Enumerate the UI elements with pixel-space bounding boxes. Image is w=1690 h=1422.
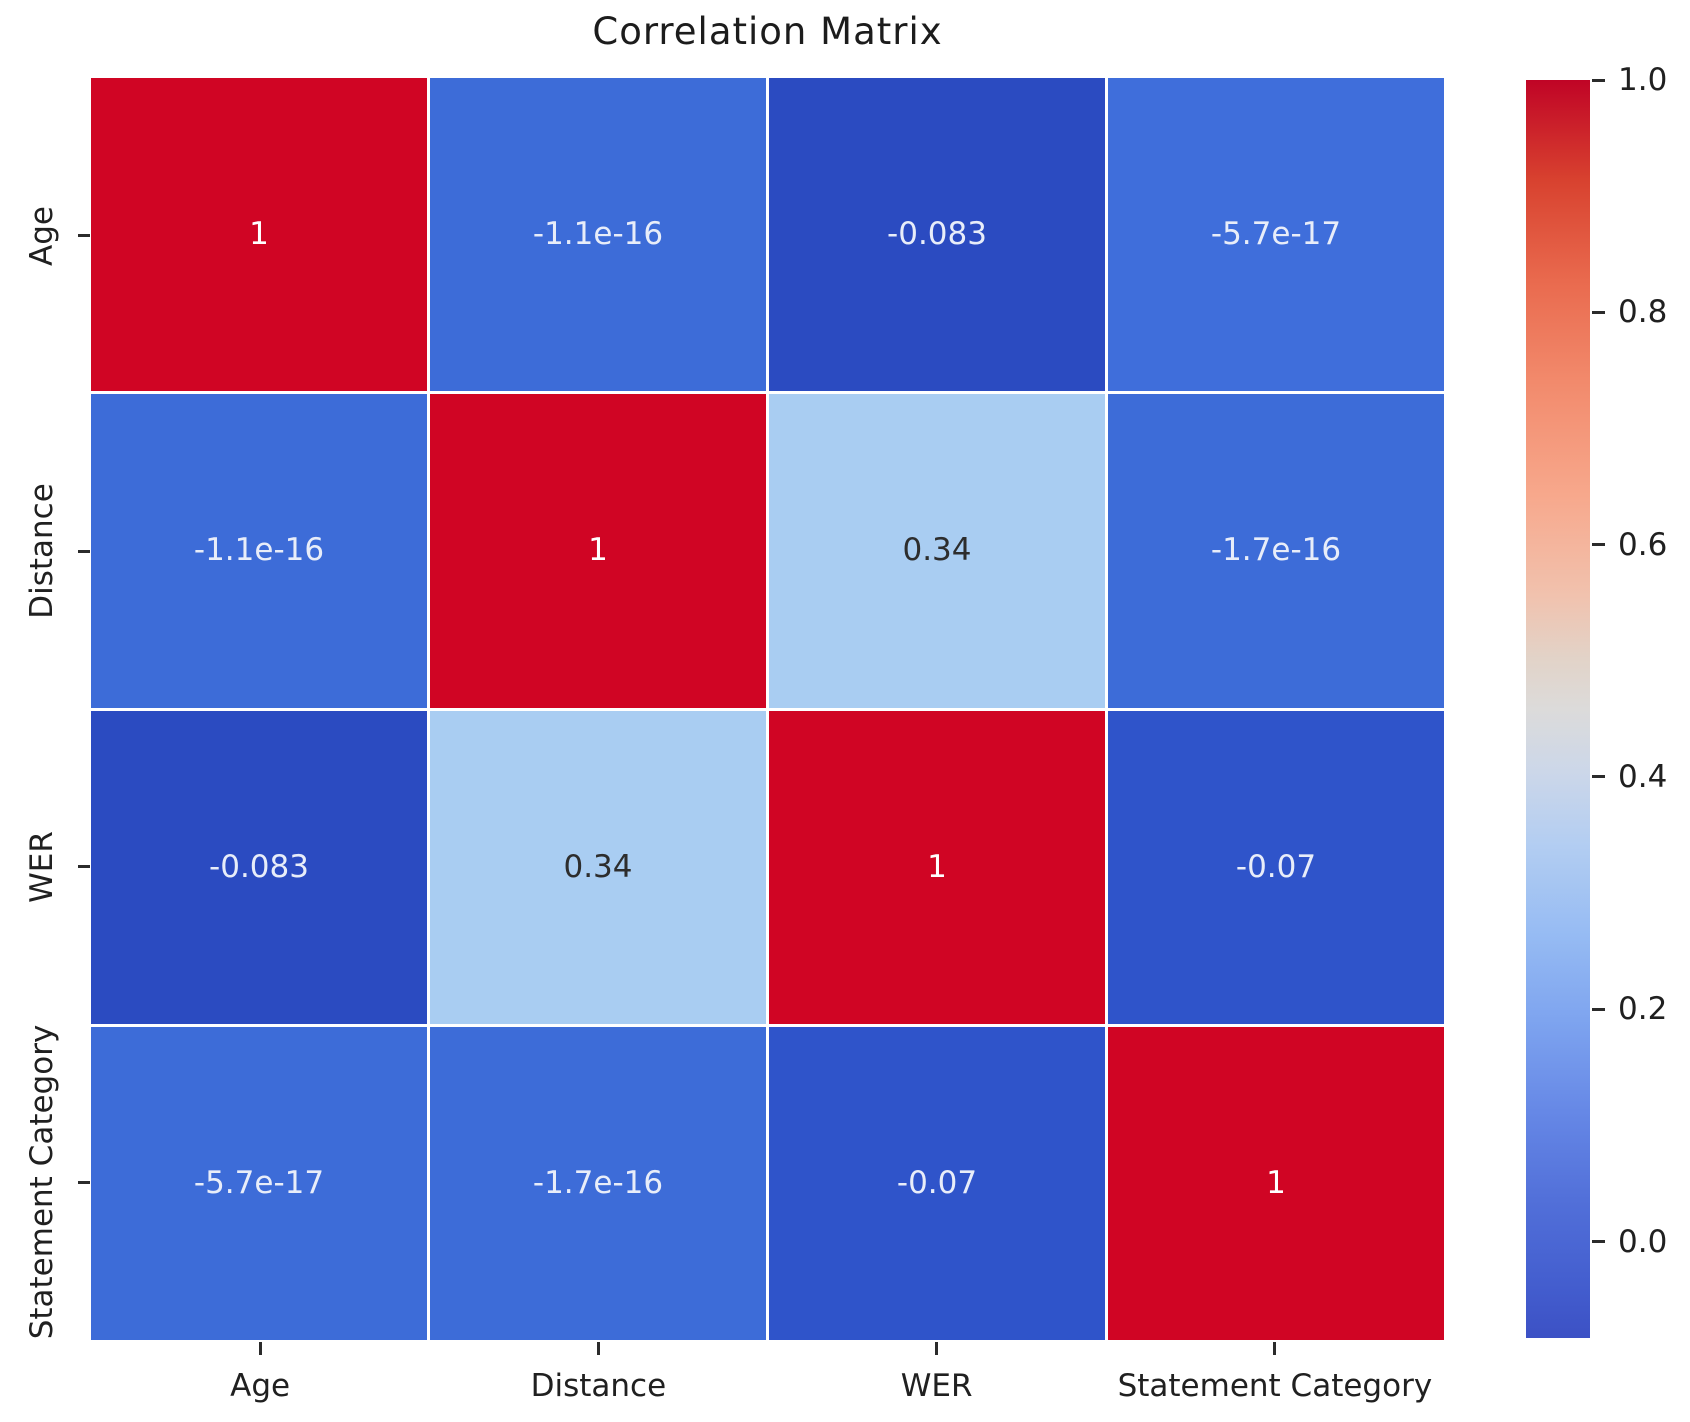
heatmap-cell-age-age: 1 [91, 78, 427, 392]
x-tick-mark-statement-category [1273, 1342, 1277, 1355]
heatmap-cell-age-distance: -1.1e-16 [430, 78, 766, 392]
x-tick-mark-age [258, 1342, 262, 1355]
x-tick-label-wer: WER [900, 1368, 973, 1404]
colorbar-tick-label-0.0: 0.0 [1618, 1223, 1668, 1260]
heatmap-cell-distance-age: -1.1e-16 [91, 394, 427, 708]
colorbar-tick-label-0.2: 0.2 [1618, 991, 1668, 1028]
x-tick-label-statement-category: Statement Category [1117, 1368, 1433, 1404]
colorbar-tick-label-0.8: 0.8 [1618, 294, 1668, 331]
heatmap-cell-statement-category-wer: -0.07 [769, 1026, 1105, 1340]
heatmap-cell-statement-category-distance: -1.7e-16 [430, 1026, 766, 1340]
colorbar-tick-mark-1.0 [1592, 78, 1605, 82]
y-tick-mark-wer [78, 865, 90, 869]
heatmap-grid: 1 -1.1e-16 -0.083 -5.7e-17 -1.1e-16 1 0.34 -1.7… [91, 78, 1444, 1340]
colorbar-tick-label-1.0: 1.0 [1618, 62, 1668, 98]
colorbar-tick-mark-0.2 [1592, 1007, 1605, 1011]
colorbar-tick-label-0.6: 0.6 [1618, 526, 1668, 563]
colorbar-tick-mark-0.0 [1592, 1240, 1605, 1244]
y-tick-label-wer: WER [24, 830, 60, 903]
x-tick-mark-wer [935, 1342, 939, 1355]
y-tick-mark-statement-category [78, 1180, 90, 1184]
colorbar-tick-mark-0.6 [1592, 543, 1605, 547]
y-tick-label-distance: Distance [24, 483, 60, 620]
heatmap-cell-distance-wer: 0.34 [769, 394, 1105, 708]
colorbar-tick-mark-0.8 [1592, 310, 1605, 314]
heatmap-cell-distance-statement-category: -1.7e-16 [1108, 394, 1444, 708]
heatmap-cell-wer-distance: 0.34 [430, 710, 766, 1024]
y-tick-label-statement-category: Statement Category [24, 1024, 60, 1340]
x-tick-label-age: Age [230, 1368, 291, 1404]
colorbar-tick-label-0.4: 0.4 [1618, 758, 1668, 795]
y-tick-label-age: Age [24, 205, 60, 266]
heatmap-cell-age-statement-category: -5.7e-17 [1108, 78, 1444, 392]
heatmap-cell-statement-category-age: -5.7e-17 [91, 1026, 427, 1340]
heatmap-cell-statement-category-statement-category: 1 [1108, 1026, 1444, 1340]
colorbar-gradient [1526, 80, 1590, 1338]
heatmap-cell-distance-distance: 1 [430, 394, 766, 708]
colorbar-tick-mark-0.4 [1592, 775, 1605, 779]
heatmap-cell-wer-wer: 1 [769, 710, 1105, 1024]
y-tick-mark-age [78, 234, 90, 238]
heatmap-cell-wer-age: -0.083 [91, 710, 427, 1024]
y-tick-mark-distance [78, 549, 90, 553]
chart-title: Correlation Matrix [592, 10, 943, 53]
heatmap-cell-age-wer: -0.083 [769, 78, 1105, 392]
x-tick-mark-distance [596, 1342, 600, 1355]
heatmap-cell-wer-statement-category: -0.07 [1108, 710, 1444, 1024]
x-tick-label-distance: Distance [530, 1368, 667, 1404]
